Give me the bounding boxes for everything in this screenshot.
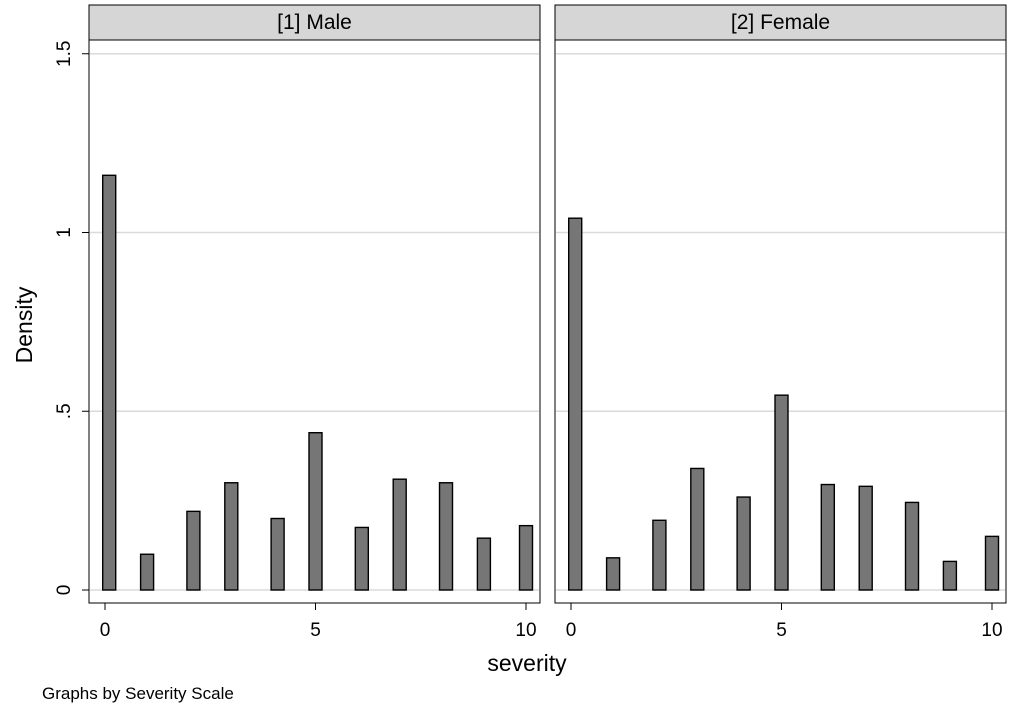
bar — [652, 519, 667, 591]
panel-1: [1] Male 0 5 10 0 .5 1 1.5 — [54, 4, 541, 641]
panel-header — [88, 4, 541, 41]
y-tick-label: 0 — [54, 585, 75, 596]
bar — [224, 482, 239, 591]
bar — [605, 557, 621, 591]
x-tick-label: 0 — [566, 620, 577, 641]
bar — [736, 496, 751, 591]
bar — [820, 483, 836, 591]
panel-header — [554, 4, 1007, 41]
bar — [139, 553, 155, 591]
y-axis-label: Density — [11, 286, 37, 363]
bar — [690, 467, 705, 591]
bar — [774, 394, 789, 591]
bar — [392, 478, 407, 591]
bar — [354, 526, 370, 591]
bar — [568, 217, 583, 591]
x-tick-label: 5 — [310, 620, 321, 641]
x-tick-label: 10 — [981, 620, 1002, 641]
x-axis-label: severity — [487, 650, 567, 676]
x-tick-label: 10 — [515, 620, 536, 641]
bar — [904, 501, 920, 591]
graph-note: Graphs by Severity Scale — [42, 684, 234, 703]
bar — [270, 517, 285, 591]
x-tick-label: 0 — [100, 620, 111, 641]
bar — [308, 432, 323, 591]
panel-title: [1] Male — [277, 11, 352, 34]
y-tick-label: .5 — [54, 403, 75, 419]
bar — [984, 535, 1000, 591]
panel-2: [2] Female 0 5 10 — [554, 4, 1007, 641]
y-tick-label: 1 — [54, 227, 75, 238]
bar — [858, 485, 873, 591]
bar — [518, 524, 534, 591]
bar — [186, 510, 201, 591]
bar — [476, 537, 492, 591]
bar — [438, 482, 454, 591]
y-tick-label: 1.5 — [54, 41, 75, 67]
panels-group: [1] Male 0 5 10 0 .5 1 1.5 [2] Female 0 5 10 — [54, 4, 1007, 641]
x-tick-label: 5 — [776, 620, 787, 641]
panel-title: [2] Female — [731, 11, 830, 34]
bar — [102, 174, 117, 591]
bar — [942, 560, 958, 591]
